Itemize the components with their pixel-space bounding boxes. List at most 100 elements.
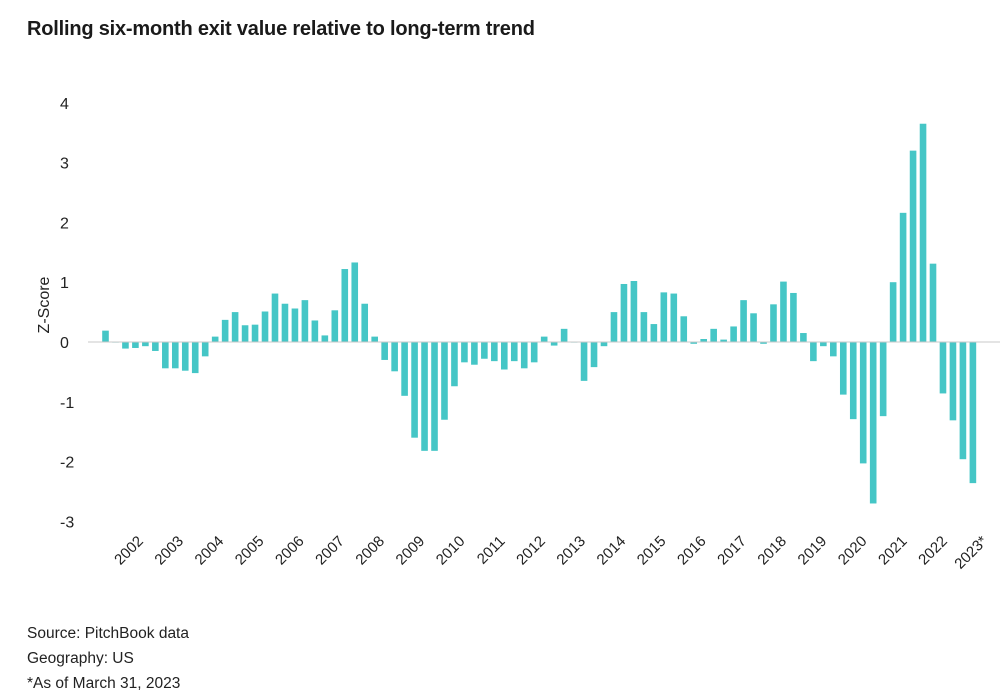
bar [321,335,329,342]
bar-chart: 4 3 2 1 0 -1 -2 -3 2002 2003 2004 2005 2006 2007 2008… [36,96,1000,573]
bar [869,342,877,504]
x-tick-label: 2019 [795,533,831,569]
bar [301,300,309,342]
bar [740,300,747,342]
x-tick-label: 2013 [553,533,589,569]
bar [431,342,438,451]
bar [580,342,588,381]
bar [241,325,249,342]
bar [102,330,109,342]
bar [351,262,359,342]
bar [132,342,139,348]
bar [281,303,289,342]
bar [171,342,179,369]
bar [401,342,408,396]
bar [152,342,159,351]
bar [849,342,857,420]
bar [660,292,668,342]
bar [421,342,428,451]
bar [650,324,658,342]
bar [620,283,628,342]
bar [261,311,269,342]
bar [909,150,917,342]
asof-note: *As of March 31, 2023 [27,675,181,692]
bar [471,342,478,365]
bar [939,342,947,394]
y-tick-label: -1 [60,395,74,412]
x-tick-label: 2009 [393,533,429,569]
x-tick-label: 2020 [835,533,871,569]
bar [690,342,698,344]
y-tick-label: -2 [60,455,74,472]
x-tick-label: 2022 [915,533,951,569]
bar [680,316,688,342]
bar [221,319,229,342]
x-tick-label: 2002 [111,533,147,569]
bar [590,342,598,368]
bar [211,336,219,342]
chart-notes: Source: PitchBook data Geography: US *As… [27,621,189,696]
bar [341,269,349,342]
x-tick-label: 2014 [594,533,630,569]
x-tick-label: 2008 [352,533,388,569]
source-note: Source: PitchBook data [27,625,189,642]
y-axis-ticks: 4 3 2 1 0 -1 -2 -3 [60,96,74,532]
bar [481,342,488,359]
bar [929,263,937,342]
bar [760,342,767,344]
bar [959,342,967,460]
bar [780,281,787,342]
x-tick-label: 2010 [433,533,469,569]
bar [919,123,927,342]
x-tick-label: 2021 [875,533,911,569]
bars-group [102,123,977,504]
bar [830,342,837,357]
bar [162,342,169,369]
x-axis-ticks: 2002 2003 2004 2005 2006 2007 2008 2009 2010 2011… [111,533,991,573]
bar [411,342,418,438]
y-tick-label: 1 [60,275,69,292]
bar [800,333,807,342]
bar [291,308,299,342]
bar [859,342,867,464]
chart-title: Rolling six-month exit value relative to… [27,18,535,40]
bar [700,339,707,342]
x-tick-label: 2023* [951,533,991,573]
bar [251,324,259,342]
x-tick-label: 2005 [232,533,268,569]
x-tick-label: 2018 [754,533,790,569]
y-tick-label: 0 [60,335,69,352]
y-tick-label: 4 [60,96,69,113]
x-tick-label: 2017 [714,533,750,569]
bar [790,292,797,342]
bar [142,342,149,347]
bar [540,336,548,342]
bar [530,342,538,363]
bar [750,313,757,342]
y-axis-label: Z-Score [36,276,53,333]
bar [491,342,498,362]
bar [899,212,907,342]
bar [371,336,378,342]
y-tick-label: 2 [60,215,69,232]
bar [710,328,717,342]
geography-note: Geography: US [27,650,134,667]
x-tick-label: 2015 [634,533,670,569]
x-tick-label: 2006 [272,533,308,569]
bar [839,342,847,395]
bar [969,342,977,484]
bar [331,310,339,342]
bar [889,282,897,342]
bar [451,342,458,387]
bar [520,342,528,369]
bar [770,304,777,342]
x-tick-label: 2012 [513,533,549,569]
x-tick-label: 2003 [151,533,187,569]
bar [720,339,727,342]
bar [501,342,508,370]
bar [730,326,737,342]
bar [810,342,817,362]
bar [271,293,279,342]
bar [381,342,388,360]
x-tick-label: 2011 [474,533,509,568]
